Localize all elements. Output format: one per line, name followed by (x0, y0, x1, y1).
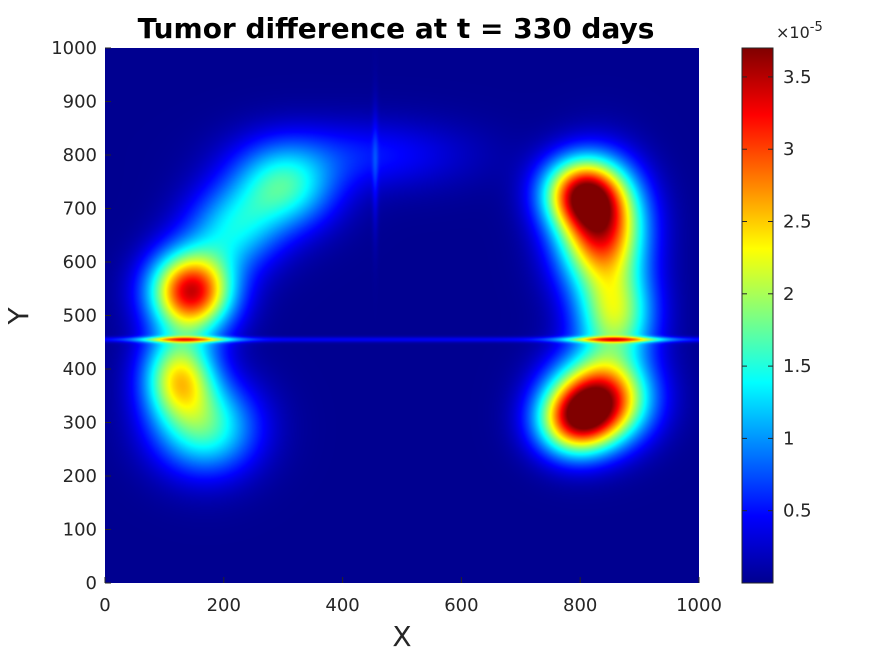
heatmap-image (105, 48, 699, 583)
chart-title: Tumor difference at t = 330 days (138, 12, 655, 45)
y-tick-label: 0 (86, 573, 97, 594)
y-tick-label: 1000 (51, 38, 97, 59)
x-axis-ticks: 0 200 400 600 800 1000 (99, 577, 722, 616)
x-tick-label: 0 (99, 595, 110, 616)
colorbar-tick-label: 3.5 (783, 67, 812, 88)
colorbar-ticks: 0.5 1 1.5 2 2.5 3 3.5 (742, 67, 812, 522)
y-tick-label: 600 (63, 252, 97, 273)
colorbar-tick-label: 3 (783, 139, 794, 160)
heatmap-plot-area (105, 48, 699, 583)
x-tick-label: 800 (563, 595, 597, 616)
colorbar-tick-label: 1 (783, 428, 794, 449)
colorbar-exponent: ×10-5 (776, 20, 823, 42)
y-tick-label: 800 (63, 145, 97, 166)
y-tick-label: 900 (63, 92, 97, 113)
colorbar (741, 47, 774, 584)
colorbar-tick-label: 0.5 (783, 501, 812, 522)
y-tick-label: 400 (63, 359, 97, 380)
y-tick-label: 500 (63, 306, 97, 327)
x-axis-label: X (392, 620, 411, 653)
y-axis-ticks: 0 100 200 300 400 500 600 700 800 900 1000 (51, 38, 111, 594)
colorbar-tick-label: 2 (783, 284, 794, 305)
y-tick-label: 700 (63, 199, 97, 220)
x-tick-label: 200 (207, 595, 241, 616)
y-tick-label: 100 (63, 520, 97, 541)
y-tick-label: 200 (63, 466, 97, 487)
colorbar-exponent-base: ×10 (776, 23, 810, 42)
colorbar-tick-label: 2.5 (783, 212, 812, 233)
y-axis-label: Y (2, 307, 35, 326)
colorbar-exponent-power: -5 (810, 20, 823, 35)
x-tick-label: 1000 (676, 595, 722, 616)
y-tick-label: 300 (63, 413, 97, 434)
x-tick-label: 600 (444, 595, 478, 616)
x-tick-label: 400 (325, 595, 359, 616)
colorbar-tick-label: 1.5 (783, 356, 812, 377)
